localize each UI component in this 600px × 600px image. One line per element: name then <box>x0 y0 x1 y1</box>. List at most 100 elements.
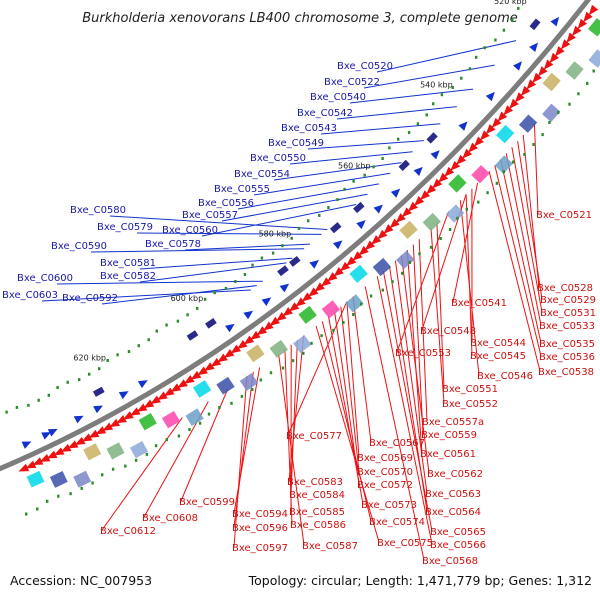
gc-marker <box>290 236 293 240</box>
leader-line <box>41 289 251 302</box>
gene-label: Bxe_C0578 <box>145 239 201 250</box>
gc-marker <box>502 170 506 174</box>
gene-label: Bxe_C0592 <box>62 293 118 304</box>
forward-gene-arrow <box>588 4 599 16</box>
leader-line <box>382 271 433 532</box>
gc-marker <box>465 207 468 211</box>
forward-gene-arrow <box>295 297 306 307</box>
forward-gene-arrow <box>327 272 338 282</box>
feature-block <box>298 305 317 324</box>
gene-label: Bxe_C0568 <box>422 556 478 567</box>
leader-line <box>533 122 539 215</box>
feature-block <box>185 408 204 426</box>
gene-label: Bxe_C0594 <box>232 509 288 520</box>
gc-marker <box>586 81 589 85</box>
gc-marker <box>302 351 305 355</box>
scale-label: 540 kbp <box>420 80 453 89</box>
gc-marker <box>271 251 275 255</box>
gc-marker <box>541 133 544 137</box>
reverse-gene-arrow <box>225 323 235 333</box>
gc-marker <box>297 226 301 230</box>
gc-marker <box>234 280 237 283</box>
gc-marker <box>134 458 138 462</box>
forward-gene-arrow <box>263 321 274 331</box>
gene-label: Bxe_C0574 <box>369 517 425 528</box>
gc-marker <box>196 306 199 310</box>
gc-marker <box>477 200 480 204</box>
leader-line <box>290 340 298 495</box>
gene-label: Bxe_C0560 <box>162 225 218 236</box>
gene-label: Bxe_C0575 <box>377 538 433 549</box>
forward-gene-arrow <box>462 148 473 159</box>
feature-block <box>246 344 265 363</box>
gc-marker <box>332 328 335 332</box>
gene-label: Bxe_C0538 <box>538 367 594 378</box>
feature-block <box>216 376 235 395</box>
forward-gene-arrow <box>450 160 461 171</box>
gene-label: Bxe_C0582 <box>100 271 156 282</box>
feature-block <box>329 222 342 234</box>
leader-line <box>278 353 305 546</box>
forward-gene-arrow <box>377 229 388 240</box>
reverse-gene-arrow <box>93 405 103 414</box>
forward-gene-arrow <box>572 25 582 36</box>
reverse-gene-arrow <box>118 391 129 400</box>
forward-gene-arrow <box>60 443 72 452</box>
forward-gene-arrow <box>407 201 418 212</box>
leader-line <box>287 301 348 436</box>
gc-marker <box>483 46 486 50</box>
gc-marker <box>592 69 595 73</box>
gc-marker <box>281 244 284 248</box>
forward-gene-arrow <box>577 18 588 29</box>
gc-marker <box>440 93 444 97</box>
gene-label: Bxe_C0549 <box>268 138 324 149</box>
reverse-gene-arrow <box>47 428 58 437</box>
forward-gene-arrow <box>81 433 93 442</box>
gc-marker <box>224 286 228 290</box>
gc-marker <box>401 271 404 275</box>
gc-marker <box>127 350 131 354</box>
gc-marker <box>360 302 363 306</box>
forward-gene-arrow <box>74 436 86 445</box>
gc-marker <box>352 313 355 316</box>
leader-line <box>336 106 457 120</box>
gene-label: Bxe_C0584 <box>289 490 345 501</box>
gc-marker <box>381 157 384 160</box>
forward-gene-arrow <box>288 302 300 312</box>
gene-label: Bxe_C0556 <box>198 198 254 209</box>
gc-marker <box>557 110 560 114</box>
forward-gene-arrow <box>243 335 255 345</box>
gene-label: Bxe_C0585 <box>289 507 345 518</box>
gene-label: Bxe_C0566 <box>430 540 486 551</box>
leader-line <box>237 183 379 210</box>
forward-gene-arrow <box>109 418 121 428</box>
gc-marker <box>451 86 454 89</box>
scale-label: 580 kbp <box>259 229 292 238</box>
gc-marker <box>494 38 497 42</box>
feature-block <box>494 155 513 174</box>
reverse-gene-arrow <box>279 283 290 293</box>
feature-block <box>396 250 415 269</box>
gc-marker <box>397 137 400 141</box>
forward-gene-arrow <box>230 344 241 354</box>
gc-marker <box>388 146 391 150</box>
feature-block <box>495 124 515 144</box>
feature-block <box>542 103 561 123</box>
forward-gene-arrow <box>177 379 188 388</box>
forward-gene-arrow <box>116 414 127 424</box>
forward-gene-arrow <box>509 98 519 109</box>
gc-marker <box>336 198 339 202</box>
gene-labels: Bxe_C0520 Bxe_C0522 Bxe_C0540 Bxe_C0542 Bxe_… <box>2 61 596 567</box>
leader-line <box>349 88 474 104</box>
gc-marker <box>320 334 323 338</box>
forward-gene-arrow <box>102 422 114 431</box>
forward-gene-arrow <box>474 136 484 147</box>
gc-marker <box>363 173 366 177</box>
gc-marker <box>577 92 580 96</box>
scale-label: 620 kbp <box>73 353 106 362</box>
gc-marker <box>342 321 345 324</box>
feature-block <box>471 165 490 184</box>
forward-gene-arrow <box>444 166 455 177</box>
leader-line <box>307 140 424 150</box>
gc-marker <box>56 386 59 389</box>
